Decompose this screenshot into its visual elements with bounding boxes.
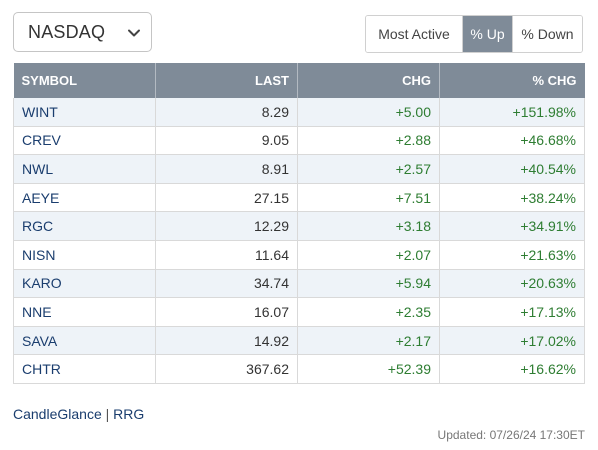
- symbol-link[interactable]: WINT: [22, 103, 58, 120]
- change-cell: +5.00: [297, 98, 440, 127]
- table-row: NISN 11.64 +2.07 +21.63%: [13, 240, 585, 270]
- symbol-link[interactable]: CREV: [22, 132, 61, 149]
- percent-change-cell: +46.68%: [439, 126, 585, 156]
- table-row: AEYE 27.15 +7.51 +38.24%: [13, 183, 585, 213]
- symbol-link[interactable]: SAVA: [22, 332, 58, 349]
- column-header-symbol[interactable]: SYMBOL: [13, 63, 156, 98]
- change-cell: +5.94: [297, 269, 440, 299]
- symbol-link[interactable]: NISN: [22, 246, 56, 263]
- exchange-select-value: NASDAQ: [28, 21, 106, 42]
- percent-up-button[interactable]: % Up: [462, 16, 512, 52]
- column-header-last[interactable]: LAST: [155, 63, 298, 98]
- chevron-down-icon: [128, 29, 140, 37]
- footer-separator: |: [105, 406, 110, 422]
- table-header-row: SYMBOL LAST CHG % CHG: [13, 63, 585, 98]
- exchange-select[interactable]: NASDAQ: [13, 12, 152, 52]
- symbol-link[interactable]: KARO: [22, 275, 62, 292]
- percent-change-cell: +40.54%: [439, 154, 585, 184]
- table-row: KARO 34.74 +5.94 +20.63%: [13, 269, 585, 299]
- change-cell: +2.35: [297, 297, 440, 327]
- last-price-cell: 8.91: [155, 154, 298, 184]
- change-cell: +2.57: [297, 154, 440, 184]
- table-row: CHTR 367.62 +52.39 +16.62%: [13, 354, 585, 384]
- movers-table: SYMBOL LAST CHG % CHG WINT 8.29 +5.00 +1…: [13, 63, 585, 384]
- symbol-link[interactable]: AEYE: [22, 189, 60, 206]
- last-price-cell: 11.64: [155, 240, 298, 270]
- last-price-cell: 12.29: [155, 211, 298, 241]
- table-row: RGC 12.29 +3.18 +34.91%: [13, 211, 585, 241]
- change-cell: +2.88: [297, 126, 440, 156]
- table-row: NNE 16.07 +2.35 +17.13%: [13, 297, 585, 327]
- change-cell: +52.39: [297, 354, 440, 384]
- change-cell: +3.18: [297, 211, 440, 241]
- most-active-button[interactable]: Most Active: [366, 16, 462, 52]
- column-header-pct-chg[interactable]: % CHG: [439, 63, 585, 98]
- last-price-cell: 16.07: [155, 297, 298, 327]
- last-price-cell: 9.05: [155, 126, 298, 156]
- percent-change-cell: +34.91%: [439, 211, 585, 241]
- change-cell: +7.51: [297, 183, 440, 213]
- percent-change-cell: +21.63%: [439, 240, 585, 270]
- table-row: NWL 8.91 +2.57 +40.54%: [13, 154, 585, 184]
- table-row: SAVA 14.92 +2.17 +17.02%: [13, 326, 585, 356]
- last-price-cell: 367.62: [155, 354, 298, 384]
- change-cell: +2.07: [297, 240, 440, 270]
- percent-change-cell: +17.13%: [439, 297, 585, 327]
- last-price-cell: 14.92: [155, 326, 298, 356]
- last-price-cell: 27.15: [155, 183, 298, 213]
- change-cell: +2.17: [297, 326, 440, 356]
- symbol-link[interactable]: NNE: [22, 303, 52, 320]
- percent-change-cell: +38.24%: [439, 183, 585, 213]
- footer-links: CandleGlance | RRG: [13, 406, 144, 422]
- percent-change-cell: +17.02%: [439, 326, 585, 356]
- column-header-chg[interactable]: CHG: [297, 63, 440, 98]
- percent-change-cell: +16.62%: [439, 354, 585, 384]
- percent-change-cell: +20.63%: [439, 269, 585, 299]
- last-price-cell: 34.74: [155, 269, 298, 299]
- candleglance-link[interactable]: CandleGlance: [13, 406, 102, 422]
- symbol-link[interactable]: RGC: [22, 218, 54, 235]
- table-row: WINT 8.29 +5.00 +151.98%: [13, 98, 585, 127]
- movers-toggle: Most Active % Up % Down: [365, 15, 583, 53]
- percent-down-button[interactable]: % Down: [512, 16, 582, 52]
- updated-timestamp: Updated: 07/26/24 17:30ET: [437, 428, 585, 442]
- symbol-link[interactable]: CHTR: [22, 361, 61, 378]
- table-row: CREV 9.05 +2.88 +46.68%: [13, 126, 585, 156]
- last-price-cell: 8.29: [155, 98, 298, 127]
- symbol-link[interactable]: NWL: [22, 160, 54, 177]
- percent-change-cell: +151.98%: [439, 98, 585, 127]
- rrg-link[interactable]: RRG: [113, 406, 145, 422]
